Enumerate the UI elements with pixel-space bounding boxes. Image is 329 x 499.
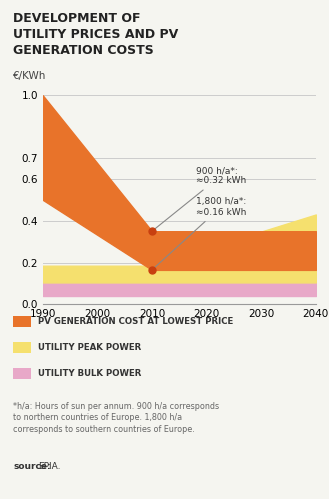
Text: €/KWh: €/KWh	[13, 71, 46, 81]
Text: 900 h/a*:
≈0.32 kWh: 900 h/a*: ≈0.32 kWh	[154, 166, 246, 230]
Text: *h/a: Hours of sun per annum. 900 h/a corresponds
to northern countries of Europ: *h/a: Hours of sun per annum. 900 h/a co…	[13, 402, 219, 434]
Text: UTILITY PEAK POWER: UTILITY PEAK POWER	[38, 343, 141, 352]
Text: EPIA.: EPIA.	[38, 462, 60, 471]
Text: DEVELOPMENT OF
UTILITY PRICES AND PV
GENERATION COSTS: DEVELOPMENT OF UTILITY PRICES AND PV GEN…	[13, 12, 178, 57]
Text: 1,800 h/a*:
≈0.16 kWh: 1,800 h/a*: ≈0.16 kWh	[154, 198, 246, 268]
Text: source:: source:	[13, 462, 51, 471]
Text: PV GENERATION COST AT LOWEST PRICE: PV GENERATION COST AT LOWEST PRICE	[38, 317, 233, 326]
Text: UTILITY BULK POWER: UTILITY BULK POWER	[38, 369, 141, 378]
